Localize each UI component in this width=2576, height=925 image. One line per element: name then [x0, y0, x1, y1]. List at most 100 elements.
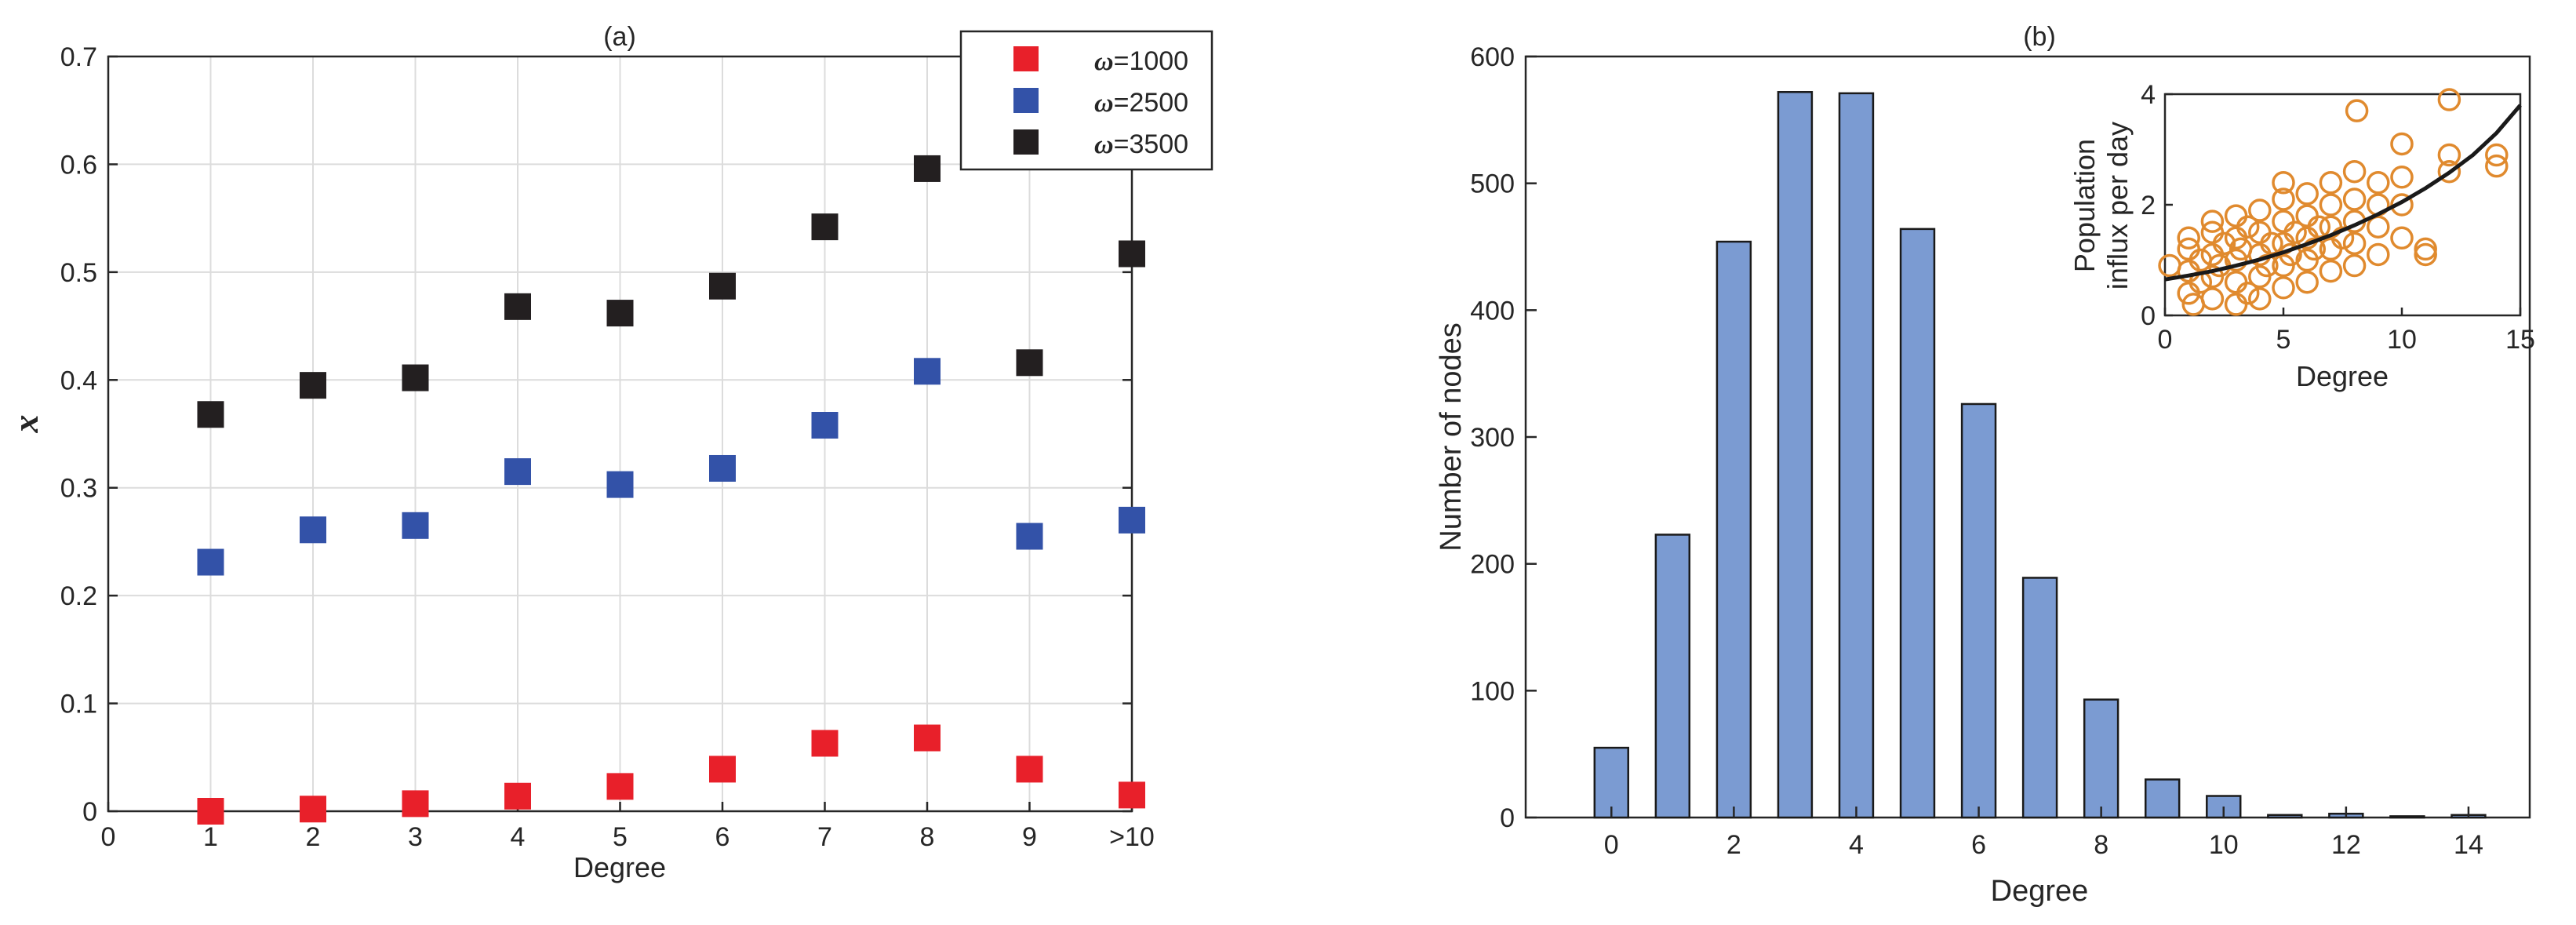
inset-y-axis-label-line2: influx per day: [2101, 122, 2134, 290]
x-tick-label: 8: [920, 822, 935, 852]
x-tick-label: 7: [817, 822, 832, 852]
histogram-bar: [1838, 92, 1875, 819]
inset-data-point: [2200, 287, 2225, 311]
inset-data-point: [2272, 276, 2295, 300]
legend-marker-black: [1013, 129, 1039, 155]
inset-data-point: [2319, 171, 2343, 195]
data-point-series-3: [914, 155, 941, 182]
inset-data-point: [2307, 215, 2331, 239]
legend-box: [959, 30, 1213, 171]
inset-y-tick-label: 4: [2141, 80, 2156, 110]
y-tick-label: 0.2: [60, 581, 97, 611]
legend-marker-red: [1013, 46, 1039, 71]
inset-data-point: [2342, 188, 2367, 211]
inset-data-point: [2260, 231, 2283, 256]
histogram-bar: [2083, 698, 2119, 819]
data-point-series-3: [504, 293, 531, 320]
y-tick-label: 0.4: [60, 366, 97, 395]
y-tick-label: 0.6: [60, 150, 97, 180]
data-point-series-2: [197, 548, 224, 576]
inset-data-point: [2437, 159, 2461, 184]
panel-b-inset: 0 2 4 0 5 10 15 Degree Population influx per …: [2068, 80, 2535, 392]
data-point-series-1: [811, 730, 839, 757]
inset-data-point: [2200, 209, 2225, 233]
inset-x-tick-label: 0: [2158, 325, 2173, 355]
panel-a-legend: ω=1000 ω=2500 ω =3500: [959, 30, 1213, 171]
panel-b-y-axis-label: Number of nodes: [1435, 322, 1468, 552]
y-tick-label: 200: [1470, 550, 1515, 580]
inset-data-point: [2212, 231, 2236, 256]
data-point-series-1: [402, 790, 429, 818]
panel-a-x-ticks: 0 1 2 3 4 5 6 7 8 9 >10: [101, 802, 1155, 852]
y-tick-label: 500: [1470, 169, 1515, 199]
inset-data-point: [2342, 231, 2367, 256]
inset-data-point: [2272, 171, 2295, 195]
inset-y-tick-label: 0: [2141, 301, 2156, 331]
legend-symbol: ω: [1094, 47, 1114, 76]
data-point-series-2: [914, 358, 941, 385]
y-tick-label: 100: [1470, 676, 1515, 706]
data-point-series-1: [300, 796, 326, 823]
inset-y-axis-label-line1: Population: [2068, 139, 2101, 272]
panel-b-x-ticks: 0 2 4 6 8 10 12 14: [1604, 807, 2483, 860]
y-tick-label: 0.5: [60, 258, 97, 288]
inset-data-point: [2367, 215, 2390, 239]
histogram-bar: [1899, 228, 1936, 819]
x-tick-label: 3: [408, 822, 423, 852]
x-tick-label: >10: [1109, 822, 1155, 852]
inset-y-tick-label: 2: [2141, 191, 2156, 220]
inset-fit-curve: [2164, 104, 2522, 282]
svg-text:ω=2500: ω=2500: [1094, 88, 1188, 118]
x-tick-label: 0: [1604, 830, 1619, 860]
inset-data-point: [2367, 242, 2390, 267]
panel-b-bars: [1593, 91, 2487, 819]
x-tick-label: 4: [511, 822, 526, 852]
inset-data-point: [2295, 182, 2319, 206]
legend-label: =3500: [1114, 129, 1189, 159]
histogram-bar: [2267, 814, 2303, 819]
histogram-bar: [1716, 240, 1752, 819]
x-tick-label: 6: [715, 822, 730, 852]
panel-b-x-axis-label: Degree: [1991, 875, 2089, 908]
y-tick-label: 0: [1500, 803, 1515, 833]
inset-data-point: [2302, 237, 2327, 261]
inset-data-point: [2342, 159, 2367, 184]
inset-points: [2158, 88, 2509, 316]
y-tick-label: 0.3: [60, 474, 97, 504]
panel-a-x-axis-label: Degree: [573, 851, 666, 883]
data-point-series-1: [1119, 781, 1145, 809]
data-point-series-1: [606, 773, 634, 800]
inset-data-point: [2390, 166, 2414, 189]
legend-marker-blue: [1013, 88, 1039, 113]
x-tick-label: 10: [2209, 830, 2239, 860]
histogram-bar: [2389, 815, 2425, 819]
inset-data-point: [2437, 143, 2461, 167]
inset-data-point: [2295, 270, 2319, 294]
inset-x-ticks: 0 5 10 15: [2158, 308, 2535, 355]
inset-data-point: [2319, 259, 2343, 283]
data-point-series-1: [197, 798, 224, 825]
data-point-series-2: [811, 412, 839, 439]
data-point-series-2: [1119, 506, 1145, 534]
inset-data-point: [2236, 215, 2260, 239]
inset-data-point: [2345, 99, 2369, 122]
histogram-bar: [2144, 778, 2181, 819]
legend-label: =2500: [1114, 88, 1189, 118]
histogram-bar: [2021, 577, 2058, 819]
inset-y-ticks: 0 2 4: [2141, 80, 2173, 331]
inset-data-point: [2330, 226, 2355, 250]
data-point-series-1: [709, 756, 736, 783]
x-tick-label: 4: [1849, 830, 1864, 860]
x-tick-label: 0: [101, 822, 116, 852]
panel-b-title: (b): [2023, 22, 2056, 52]
inset-data-point: [2485, 154, 2509, 178]
x-tick-label: 14: [2454, 830, 2483, 860]
legend-entry-omega-1000: ω=1000: [1013, 46, 1188, 76]
inset-data-point: [2390, 132, 2414, 156]
inset-data-point: [2224, 248, 2248, 272]
legend-entry-omega-2500: ω=2500: [1013, 88, 1188, 118]
x-tick-label: 12: [2331, 830, 2361, 860]
inset-data-point: [2414, 237, 2437, 261]
histogram-bar: [1777, 91, 1814, 819]
